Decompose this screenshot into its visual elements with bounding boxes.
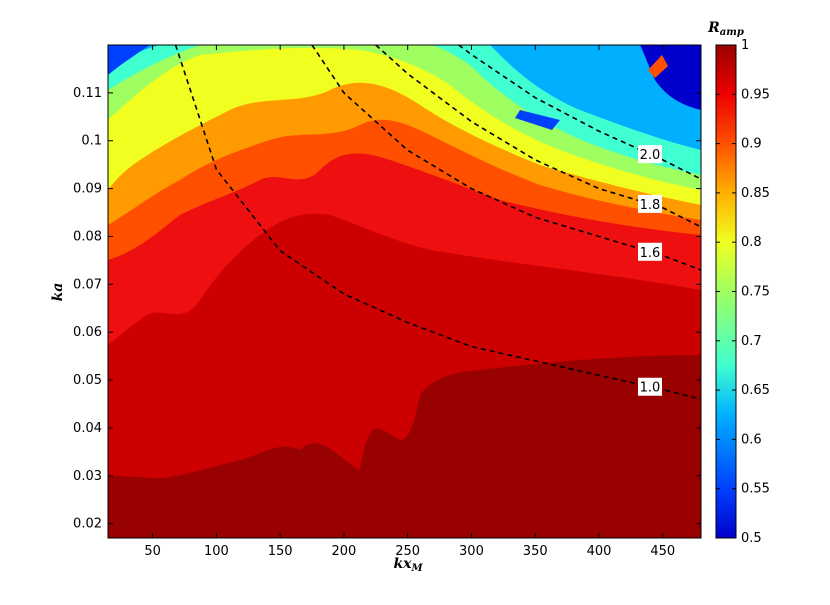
contour-label: 1.6 bbox=[640, 246, 661, 261]
x-tick-label: 450 bbox=[650, 544, 675, 559]
colorbar-tick-label: 0.85 bbox=[741, 186, 770, 201]
contour-line-1.8 bbox=[375, 44, 702, 228]
y-axis-label: ka bbox=[50, 283, 66, 302]
contour-label: 1.8 bbox=[640, 198, 661, 213]
contour-label-box bbox=[637, 145, 662, 164]
y-tick-label: 0.03 bbox=[73, 469, 102, 484]
x-tick-label: 300 bbox=[459, 544, 484, 559]
x-tick-label: 50 bbox=[144, 544, 161, 559]
heatmap-region-0.5-right bbox=[640, 45, 701, 110]
heatmap-field bbox=[108, 45, 701, 538]
heatmap-spot-right bbox=[648, 55, 668, 78]
colorbar-tick-label: 0.5 bbox=[741, 531, 762, 546]
colorbar-tick-label: 0.8 bbox=[741, 235, 762, 250]
contour-label-box bbox=[637, 377, 662, 396]
contour-label: 2.0 bbox=[640, 148, 661, 163]
y-axis: 0.02 0.03 0.04 0.05 0.06 0.07 0.08 0.09 0.1 0.11 bbox=[73, 86, 701, 532]
contour-labels: 1.0 1.6 1.8 2.0 bbox=[637, 145, 662, 396]
colorbar-axis: 0.5 0.55 0.6 0.65 0.7 0.75 0.8 0.85 0.9 0.95 1 bbox=[716, 38, 770, 546]
y-tick-label: 0.11 bbox=[73, 86, 102, 101]
x-axis-label: kxM bbox=[393, 556, 423, 574]
colorbar-tick-label: 0.75 bbox=[741, 285, 770, 300]
colorbar-tick-label: 0.7 bbox=[741, 334, 762, 349]
y-tick-label: 0.1 bbox=[81, 134, 102, 149]
x-tick-label: 150 bbox=[268, 544, 293, 559]
x-tick-label: 100 bbox=[204, 544, 229, 559]
heatmap-region-0.55-left bbox=[108, 45, 150, 75]
contour-label-box bbox=[637, 194, 662, 213]
x-tick-label: 250 bbox=[395, 544, 420, 559]
y-tick-label: 0.09 bbox=[73, 182, 102, 197]
heatmap-region-0.6 bbox=[108, 45, 701, 150]
contour-label: 1.0 bbox=[640, 381, 661, 396]
x-axis: 50 100 150 200 250 300 350 400 450 bbox=[144, 45, 675, 559]
contour-line-2.0 bbox=[458, 44, 702, 180]
colorbar-tick-label: 0.6 bbox=[741, 432, 762, 447]
y-tick-label: 0.07 bbox=[73, 277, 102, 292]
x-tick-label: 350 bbox=[523, 544, 548, 559]
colorbar-tick-label: 0.95 bbox=[741, 87, 770, 102]
colorbar-tick-label: 0.65 bbox=[741, 383, 770, 398]
colorbar-tick-label: 1 bbox=[741, 38, 749, 53]
y-tick-label: 0.08 bbox=[73, 229, 102, 244]
y-tick-label: 0.02 bbox=[73, 517, 102, 532]
plot-frame bbox=[107, 44, 702, 539]
x-tick-label: 200 bbox=[332, 544, 357, 559]
colorbar-tick-label: 0.55 bbox=[741, 482, 770, 497]
contour-label-box bbox=[637, 242, 662, 261]
contour-line-1.0 bbox=[174, 44, 702, 400]
colorbar-label: Ramp bbox=[707, 20, 744, 38]
y-tick-label: 0.04 bbox=[73, 421, 102, 436]
y-tick-label: 0.06 bbox=[73, 325, 102, 340]
y-tick-label: 0.05 bbox=[73, 373, 102, 388]
heatmap-spot-mid bbox=[515, 110, 560, 130]
colorbar-tick-label: 0.9 bbox=[741, 137, 762, 152]
x-tick-label: 400 bbox=[587, 544, 612, 559]
